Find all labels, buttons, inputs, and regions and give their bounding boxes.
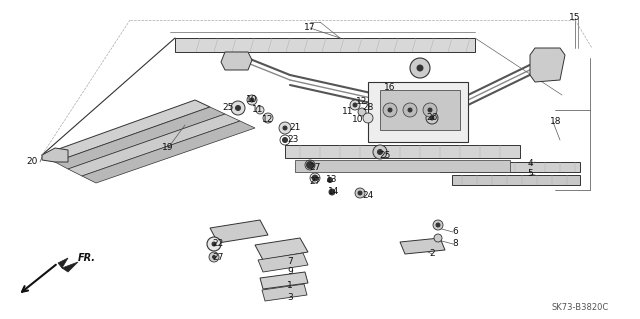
Circle shape <box>212 242 216 246</box>
Circle shape <box>350 100 360 110</box>
Text: 19: 19 <box>163 144 173 152</box>
Circle shape <box>426 112 438 124</box>
Circle shape <box>434 234 442 242</box>
Circle shape <box>279 122 291 134</box>
Text: 23: 23 <box>287 136 299 145</box>
Text: 1: 1 <box>287 281 293 291</box>
Circle shape <box>378 150 383 154</box>
Text: FR.: FR. <box>78 253 96 263</box>
Text: 15: 15 <box>569 13 580 23</box>
Circle shape <box>358 108 366 116</box>
Text: 6: 6 <box>452 227 458 236</box>
Circle shape <box>329 189 335 195</box>
Circle shape <box>353 103 357 107</box>
Polygon shape <box>452 175 580 185</box>
Circle shape <box>231 101 245 115</box>
Polygon shape <box>82 121 255 183</box>
Polygon shape <box>68 114 240 176</box>
Text: 27: 27 <box>309 177 321 187</box>
Text: 17: 17 <box>304 24 316 33</box>
Polygon shape <box>42 100 210 162</box>
Circle shape <box>247 95 257 105</box>
Circle shape <box>373 145 387 159</box>
Circle shape <box>388 108 392 112</box>
Text: 10: 10 <box>352 115 364 124</box>
Text: 12: 12 <box>262 115 274 124</box>
Text: 12: 12 <box>356 98 368 107</box>
Circle shape <box>408 108 412 112</box>
Polygon shape <box>55 107 225 169</box>
Circle shape <box>312 175 318 181</box>
Text: 5: 5 <box>527 169 533 179</box>
Text: 3: 3 <box>287 293 293 302</box>
Circle shape <box>433 220 443 230</box>
Polygon shape <box>210 220 268 243</box>
Polygon shape <box>262 284 307 301</box>
Circle shape <box>417 65 423 71</box>
Text: 10: 10 <box>246 95 258 105</box>
Text: 22: 22 <box>212 240 223 249</box>
Circle shape <box>423 103 437 117</box>
Circle shape <box>383 103 397 117</box>
Circle shape <box>307 161 314 168</box>
Circle shape <box>282 137 287 143</box>
Polygon shape <box>175 38 475 52</box>
Polygon shape <box>440 162 580 172</box>
Text: 20: 20 <box>26 158 38 167</box>
Circle shape <box>430 116 434 120</box>
Circle shape <box>207 237 221 251</box>
Text: 9: 9 <box>287 268 293 277</box>
Text: 25: 25 <box>222 103 234 113</box>
Circle shape <box>263 113 273 123</box>
Text: 28: 28 <box>362 103 374 113</box>
Polygon shape <box>530 48 565 82</box>
Text: 13: 13 <box>326 175 338 184</box>
Text: 24: 24 <box>362 191 374 201</box>
Circle shape <box>236 106 241 110</box>
Text: 11: 11 <box>342 108 354 116</box>
Circle shape <box>283 126 287 130</box>
Text: 11: 11 <box>252 106 264 115</box>
Circle shape <box>250 98 254 102</box>
Circle shape <box>212 256 216 258</box>
Text: 18: 18 <box>550 117 562 127</box>
Text: 25: 25 <box>380 151 390 160</box>
Text: 14: 14 <box>328 188 340 197</box>
Text: 8: 8 <box>452 240 458 249</box>
Text: 27: 27 <box>309 164 321 173</box>
Polygon shape <box>255 238 308 260</box>
Circle shape <box>428 108 432 112</box>
Text: 27: 27 <box>212 254 224 263</box>
Circle shape <box>358 191 362 195</box>
Circle shape <box>403 103 417 117</box>
Circle shape <box>256 106 264 114</box>
Text: 2: 2 <box>429 249 435 258</box>
Polygon shape <box>400 238 445 254</box>
Polygon shape <box>260 272 308 289</box>
Text: 26: 26 <box>426 114 438 122</box>
Circle shape <box>363 113 373 123</box>
Circle shape <box>355 188 365 198</box>
Text: 21: 21 <box>289 123 301 132</box>
Polygon shape <box>42 148 68 162</box>
Circle shape <box>410 58 430 78</box>
Polygon shape <box>221 52 252 70</box>
Text: 7: 7 <box>287 257 293 266</box>
Polygon shape <box>58 258 78 272</box>
Polygon shape <box>380 90 460 130</box>
Text: 4: 4 <box>527 160 533 168</box>
Circle shape <box>209 252 219 262</box>
Circle shape <box>328 177 333 182</box>
Polygon shape <box>258 253 308 272</box>
Polygon shape <box>295 160 510 172</box>
Text: SK73-B3820C: SK73-B3820C <box>552 303 609 313</box>
Text: 16: 16 <box>384 84 396 93</box>
Circle shape <box>436 223 440 227</box>
Polygon shape <box>285 145 520 158</box>
Bar <box>368 82 468 142</box>
